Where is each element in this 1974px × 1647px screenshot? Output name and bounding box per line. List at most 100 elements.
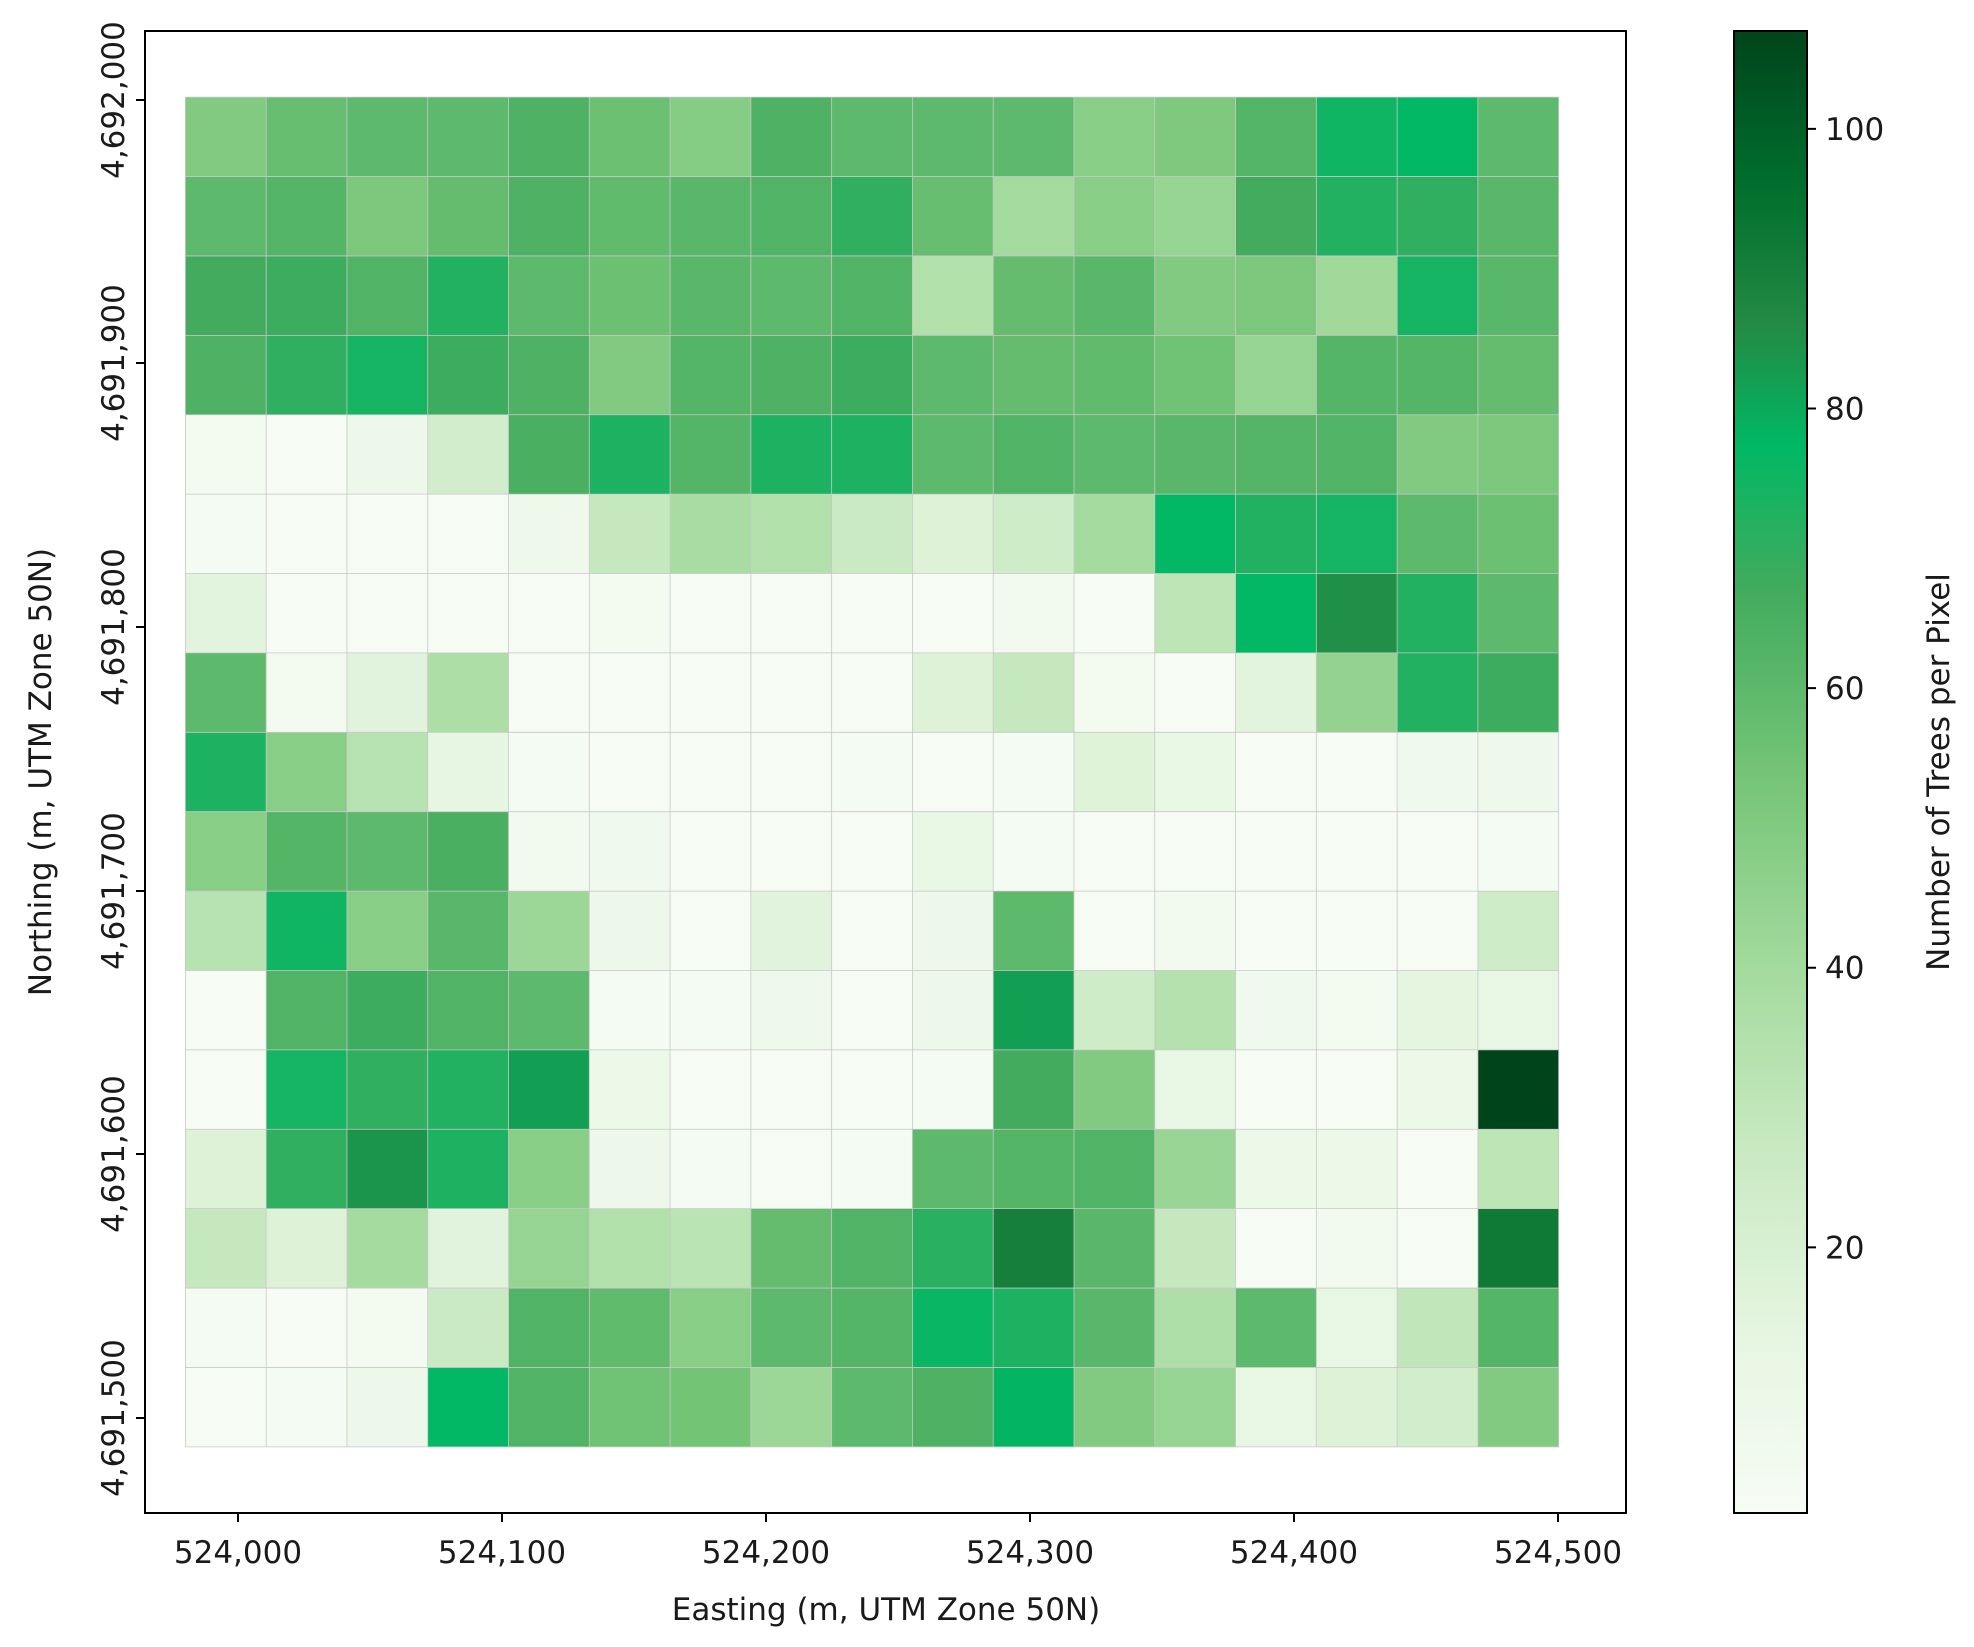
heatmap-cell xyxy=(1235,255,1317,336)
heatmap-cell xyxy=(1477,1367,1559,1448)
heatmap-cell xyxy=(266,891,348,971)
heatmap-cell xyxy=(750,1049,832,1130)
heatmap-cell xyxy=(1397,732,1479,812)
heatmap-cell xyxy=(1477,891,1559,971)
heatmap-cell xyxy=(508,97,590,177)
heatmap-cell xyxy=(912,1049,994,1130)
heatmap-cell xyxy=(185,494,267,574)
heatmap-cell xyxy=(1397,1129,1479,1209)
heatmap-cell xyxy=(1316,970,1398,1051)
heatmap-cell xyxy=(346,1049,429,1130)
heatmap-cell xyxy=(1073,970,1156,1051)
heatmap-cell xyxy=(912,1367,994,1448)
heatmap-cell xyxy=(266,176,348,257)
heatmap-cell xyxy=(346,176,429,257)
heatmap-cell xyxy=(266,255,348,336)
heatmap-cell xyxy=(1477,255,1559,336)
heatmap-cell xyxy=(750,176,832,257)
heatmap-cell xyxy=(346,811,429,892)
heatmap-cell xyxy=(1073,255,1156,336)
heatmap-cell xyxy=(1477,97,1559,177)
heatmap-cell xyxy=(1316,414,1398,495)
heatmap-cell xyxy=(589,176,671,257)
heatmap-cell xyxy=(670,1288,752,1368)
x-tick-label: 524,200 xyxy=(702,1535,830,1571)
heatmap-cell xyxy=(1154,1208,1236,1289)
heatmap-cell xyxy=(1235,573,1317,654)
heatmap-cell xyxy=(346,414,429,495)
heatmap-cell xyxy=(912,414,994,495)
heatmap-cell xyxy=(1397,414,1479,495)
heatmap-cell xyxy=(185,891,267,971)
heatmap-cell xyxy=(1235,97,1317,177)
heatmap-cell xyxy=(831,1129,913,1209)
heatmap-cell xyxy=(750,811,832,892)
heatmap-cell xyxy=(1316,255,1398,336)
heatmap-cell xyxy=(427,176,509,257)
heatmap-cell xyxy=(185,652,267,733)
heatmap-cell xyxy=(1397,1049,1479,1130)
heatmap-cell xyxy=(185,1049,267,1130)
heatmap-cell xyxy=(1235,891,1317,971)
heatmap-cell xyxy=(508,255,590,336)
heatmap-cell xyxy=(427,1049,509,1130)
heatmap-cell xyxy=(589,1049,671,1130)
heatmap-cell xyxy=(427,1288,509,1368)
heatmap-cell xyxy=(670,891,752,971)
heatmap-cell xyxy=(1477,1049,1559,1130)
heatmap-cell xyxy=(670,573,752,654)
heatmap-cell xyxy=(427,652,509,733)
heatmap-cell xyxy=(266,573,348,654)
heatmap-cell xyxy=(266,970,348,1051)
heatmap-cell xyxy=(750,1367,832,1448)
heatmap-cell xyxy=(589,1288,671,1368)
heatmap-cell xyxy=(1235,732,1317,812)
heatmap-cell xyxy=(346,573,429,654)
heatmap-cell xyxy=(266,1129,348,1209)
x-tick-label: 524,300 xyxy=(966,1535,1094,1571)
heatmap-cell xyxy=(670,732,752,812)
heatmap-cell xyxy=(266,97,348,177)
heatmap-cell xyxy=(1154,97,1236,177)
heatmap-cell xyxy=(1397,891,1479,971)
colorbar: 20 40 60 80 100 Number of Trees per Pixel xyxy=(1733,30,1957,1514)
heatmap-cell xyxy=(589,970,671,1051)
heatmap-cell xyxy=(750,1129,832,1209)
heatmap-cell xyxy=(185,1129,267,1209)
heatmap-cell xyxy=(670,335,752,416)
heatmap-cell xyxy=(750,970,832,1051)
heatmap-cell xyxy=(1073,414,1156,495)
heatmap-cell xyxy=(185,811,267,892)
heatmap-cell xyxy=(1235,414,1317,495)
heatmap-cell xyxy=(831,255,913,336)
heatmap-cell xyxy=(993,652,1075,733)
heatmap-cell xyxy=(831,97,913,177)
heatmap-cell xyxy=(427,414,509,495)
heatmap-cell xyxy=(508,494,590,574)
heatmap-cell xyxy=(266,1288,348,1368)
heatmap-cell xyxy=(346,1208,429,1289)
heatmap-cell xyxy=(1073,1208,1156,1289)
heatmap-cell xyxy=(670,176,752,257)
heatmap-cell xyxy=(1235,1288,1317,1368)
heatmap-cell xyxy=(1073,1367,1156,1448)
heatmap-cell xyxy=(1154,1288,1236,1368)
heatmap-cell xyxy=(1154,176,1236,257)
heatmap-cell xyxy=(266,335,348,416)
heatmap-cell xyxy=(831,494,913,574)
y-tick-label: 4,692,000 xyxy=(96,21,132,179)
heatmap-cell xyxy=(912,970,994,1051)
heatmap-cell xyxy=(1397,573,1479,654)
heatmap-cell xyxy=(750,414,832,495)
heatmap-cell xyxy=(1235,1129,1317,1209)
heatmap-cell xyxy=(1316,811,1398,892)
heatmap-cell xyxy=(993,414,1075,495)
heatmap-cell xyxy=(670,414,752,495)
colorbar-title: Number of Trees per Pixel xyxy=(1921,573,1957,971)
heatmap-cell xyxy=(508,414,590,495)
heatmap-cell xyxy=(670,1208,752,1289)
heatmap-cell xyxy=(185,414,267,495)
heatmap-cell xyxy=(266,1049,348,1130)
heatmap-cell xyxy=(1073,811,1156,892)
heatmap-cell xyxy=(1477,176,1559,257)
